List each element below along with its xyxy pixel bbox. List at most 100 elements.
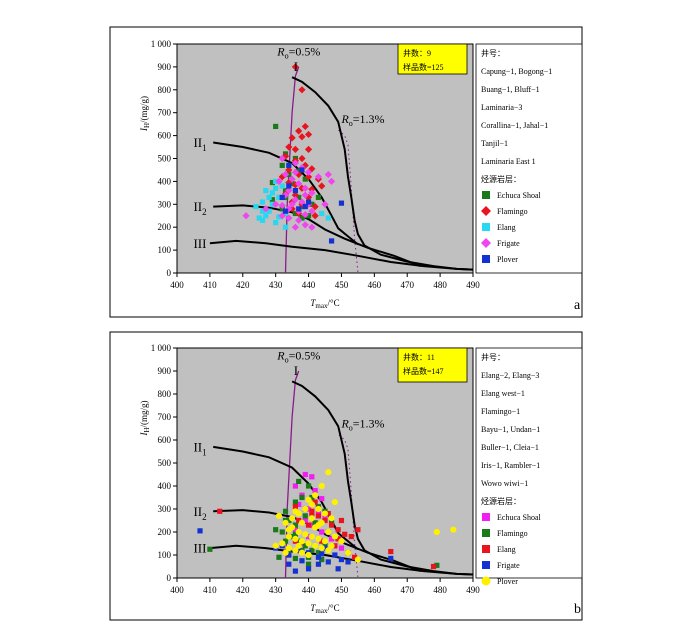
- data-point: [291, 145, 299, 153]
- data-point: [338, 517, 345, 524]
- x-tick-label: 420: [236, 585, 250, 595]
- legend-entry-label: Frigate: [497, 561, 520, 570]
- data-point: [289, 534, 295, 540]
- info-wells: 井数：11: [403, 352, 435, 362]
- data-point: [295, 216, 303, 224]
- x-tick-label: 460: [368, 280, 382, 290]
- y-tick-label: 1 000: [151, 343, 172, 353]
- data-point: [296, 478, 302, 484]
- data-point: [335, 536, 341, 542]
- data-point: [335, 527, 341, 533]
- data-point: [345, 559, 351, 565]
- x-axis-label: Tmax/°C: [310, 603, 339, 615]
- x-axis-label: Tmax/°C: [310, 298, 339, 310]
- x-tick-label: 440: [302, 280, 316, 290]
- data-point: [304, 173, 313, 181]
- data-point: [217, 508, 223, 514]
- data-point: [332, 543, 338, 549]
- legend-marker: [482, 545, 490, 553]
- data-point: [305, 522, 312, 528]
- legend-marker: [482, 529, 490, 537]
- y-tick-label: 900: [158, 62, 172, 72]
- legend-marker: [482, 255, 490, 263]
- data-point: [292, 535, 299, 543]
- y-tick-label: 400: [158, 481, 172, 491]
- data-point: [263, 213, 269, 219]
- data-point: [279, 162, 285, 168]
- x-tick-label: 480: [433, 585, 447, 595]
- legend-well: Capung−1, Bogong−1: [481, 67, 552, 76]
- data-point: [308, 501, 315, 508]
- data-point: [301, 221, 309, 229]
- data-point: [276, 554, 282, 560]
- data-point: [325, 528, 332, 536]
- data-point: [273, 527, 279, 533]
- type-III-label: III: [193, 541, 206, 556]
- data-point: [291, 223, 299, 231]
- legend-wells-title: 井号：: [481, 48, 505, 58]
- data-point: [253, 203, 259, 210]
- legend-entry-label: Echuca Shoal: [497, 513, 542, 522]
- y-tick-label: 200: [158, 222, 172, 232]
- y-tick-label: 700: [158, 412, 172, 422]
- x-tick-label: 460: [368, 585, 382, 595]
- data-point: [282, 549, 289, 556]
- data-point: [296, 538, 302, 544]
- data-point: [352, 554, 358, 560]
- x-tick-label: 490: [466, 280, 480, 290]
- data-point: [354, 556, 361, 563]
- data-point: [308, 223, 316, 231]
- panel-a: 0 100 200 300 400 500 600 700 800 900 1 000 400 410 4…: [109, 26, 583, 318]
- data-point: [322, 517, 328, 524]
- legend-rocks-title: 烃源岩层：: [481, 174, 521, 184]
- data-point: [325, 215, 331, 221]
- data-point: [308, 165, 316, 173]
- y-tick-label: 1 000: [151, 39, 172, 49]
- ro-1.3-label: Ro=1.3%: [340, 416, 384, 432]
- data-point: [328, 542, 335, 549]
- data-point: [278, 154, 286, 163]
- data-point: [296, 547, 302, 553]
- data-point: [315, 554, 322, 560]
- data-point: [285, 526, 292, 533]
- data-point: [319, 496, 325, 502]
- legend-well: Corallina−1, Jahal−1: [481, 121, 548, 130]
- data-point: [292, 522, 298, 528]
- data-point: [335, 566, 341, 572]
- legend-marker: [482, 513, 490, 521]
- data-point: [286, 183, 292, 189]
- legend-well: Bayu−1, Undan−1: [481, 425, 540, 434]
- y-tick-label: 400: [158, 176, 172, 186]
- data-point: [295, 127, 303, 135]
- data-point: [302, 543, 308, 549]
- data-point: [273, 185, 279, 191]
- data-point: [299, 558, 305, 564]
- data-point: [305, 213, 312, 219]
- x-tick-label: 400: [170, 585, 184, 595]
- data-point: [269, 190, 275, 196]
- data-point: [338, 538, 345, 545]
- legend-entry-label: Elang: [497, 545, 516, 554]
- data-point: [321, 510, 329, 517]
- data-point: [273, 123, 279, 130]
- plot-contents: [209, 63, 473, 273]
- data-point: [308, 533, 315, 540]
- data-point: [279, 529, 285, 535]
- data-point: [285, 143, 293, 151]
- data-point: [298, 538, 306, 545]
- legend-rocks-title: 烃源岩层：: [481, 496, 521, 506]
- data-point: [292, 531, 298, 537]
- legend-marker: [481, 238, 491, 248]
- data-point: [291, 63, 299, 71]
- data-point: [301, 184, 309, 192]
- type-I-label: I: [294, 59, 298, 74]
- y-tick-label: 300: [158, 504, 172, 514]
- data-point: [272, 542, 279, 549]
- data-point: [207, 546, 213, 552]
- data-point: [285, 205, 293, 213]
- legend-marker: [482, 191, 490, 199]
- data-point: [266, 194, 272, 201]
- data-point: [286, 517, 292, 524]
- y-tick-label: 300: [158, 199, 172, 209]
- data-point: [279, 183, 285, 189]
